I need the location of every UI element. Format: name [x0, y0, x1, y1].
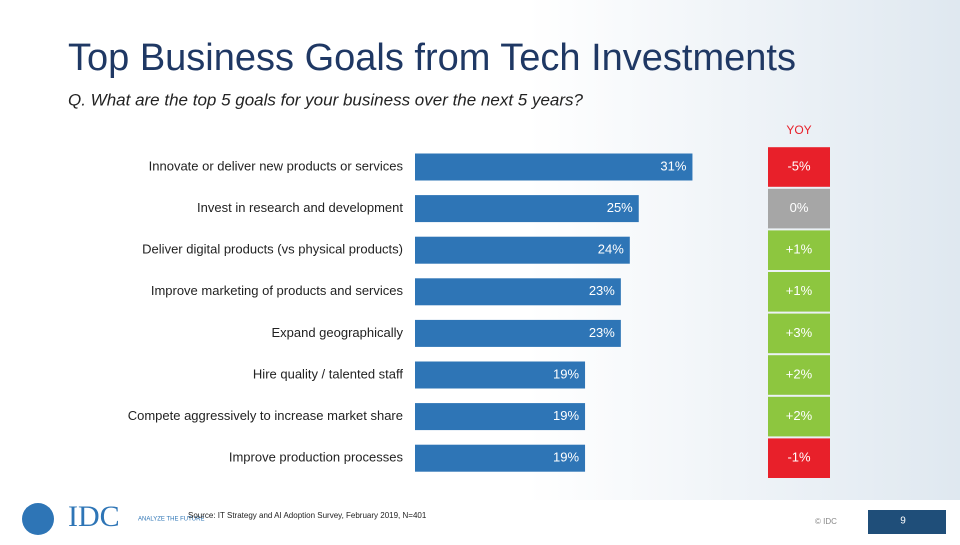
yoy-box: [768, 355, 830, 395]
copyright: © IDC: [815, 517, 837, 526]
value-label: 19%: [553, 366, 579, 381]
logo-globe: [22, 503, 54, 535]
yoy-box: [768, 230, 830, 270]
bar: [415, 444, 586, 472]
title: Top Business Goals from Tech Investments: [68, 37, 796, 79]
yoy-label: -5%: [787, 158, 811, 173]
yoy-box: [768, 438, 830, 478]
yoy-label: +3%: [786, 325, 813, 340]
page-number: 9: [900, 516, 906, 527]
yoy-header: YOY: [786, 123, 811, 137]
logo-text: IDC: [68, 500, 120, 533]
yoy-box: [768, 396, 830, 437]
yoy-label: -1%: [787, 450, 811, 465]
category-label: Hire quality / talented staff: [253, 366, 403, 381]
category-label: Expand geographically: [271, 325, 403, 340]
category-label: Improve production processes: [229, 450, 404, 465]
footer-band: [0, 500, 960, 540]
bar: [415, 236, 630, 264]
category-label: Deliver digital products (vs physical pr…: [142, 242, 403, 257]
yoy-box: [768, 188, 830, 229]
bar: [415, 403, 586, 431]
yoy-label: +2%: [786, 408, 813, 423]
bar: [415, 319, 621, 347]
value-label: 31%: [660, 158, 686, 173]
value-label: 19%: [553, 408, 579, 423]
bar: [415, 361, 586, 389]
value-label: 19%: [553, 450, 579, 465]
yoy-box: [768, 313, 830, 354]
logo: IDC ANALYZE THE FUTURE: [22, 500, 204, 535]
yoy-label: +2%: [786, 366, 813, 381]
bar: [415, 153, 693, 181]
source: Source: IT Strategy and AI Adoption Surv…: [188, 511, 427, 520]
bar: [415, 278, 621, 306]
value-label: 23%: [589, 325, 615, 340]
bar: [415, 195, 639, 223]
page-number-box: [868, 510, 946, 534]
yoy-label: 0%: [790, 200, 809, 215]
value-label: 24%: [598, 242, 624, 257]
value-label: 23%: [589, 283, 615, 298]
value-label: 25%: [607, 200, 633, 215]
subtitle: Q. What are the top 5 goals for your bus…: [68, 90, 584, 109]
category-label: Invest in research and development: [197, 200, 403, 215]
logo-tagline: ANALYZE THE FUTURE: [138, 517, 204, 523]
yoy-box: [768, 147, 830, 187]
category-label: Innovate or deliver new products or serv…: [149, 158, 404, 173]
yoy-box: [768, 272, 830, 312]
category-label: Improve marketing of products and servic…: [151, 283, 404, 298]
yoy-label: +1%: [786, 242, 813, 257]
category-label: Compete aggressively to increase market …: [128, 408, 403, 423]
yoy-label: +1%: [786, 283, 813, 298]
